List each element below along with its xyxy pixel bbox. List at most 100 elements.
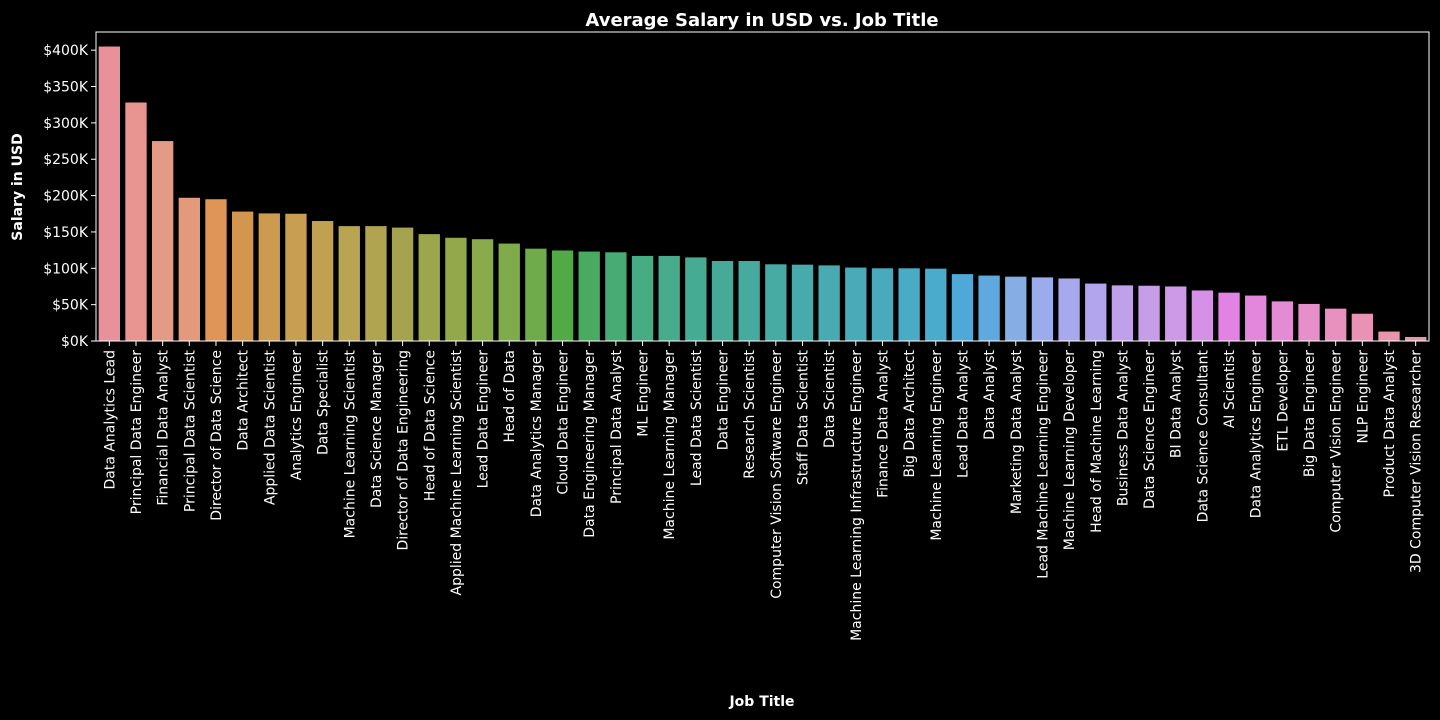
y-tick-label: $200K <box>43 189 89 205</box>
x-tick-label: ETL Developer <box>1275 350 1291 452</box>
x-tick-label: Analytics Engineer <box>289 350 305 481</box>
x-tick-label: Lead Data Analyst <box>955 349 971 477</box>
bar <box>791 264 814 341</box>
bar <box>1325 308 1347 341</box>
bar <box>1005 276 1027 341</box>
y-axis-ticks: $0K $50K $100K $150K $200K $250K $300K $350K $40… <box>43 43 96 350</box>
x-tick-label: Head of Data Science <box>422 350 438 501</box>
bar <box>951 274 974 341</box>
x-tick-label: Lead Data Engineer <box>476 350 492 489</box>
bar <box>1245 295 1267 341</box>
bar <box>311 221 334 341</box>
x-tick-label: Big Data Engineer <box>1302 350 1318 477</box>
x-tick-label: Financial Data Analyst <box>156 349 172 505</box>
x-tick-label: Director of Data Engineering <box>396 350 412 551</box>
bar <box>631 255 654 341</box>
bar <box>711 261 734 341</box>
y-tick-label: $100K <box>43 261 89 277</box>
x-tick-label: Data Specialist <box>316 349 332 455</box>
x-axis-ticks: Data Analytics Lead Principal Data Engine… <box>102 341 1425 641</box>
bar <box>391 227 414 341</box>
bar <box>365 226 387 341</box>
x-tick-label: Machine Learning Infrastructure Engineer <box>849 350 865 641</box>
bar <box>818 265 840 341</box>
x-tick-label: Finance Data Analyst <box>875 349 891 497</box>
x-tick-label: Data Analytics Lead <box>102 350 118 490</box>
bar <box>551 250 574 341</box>
bar <box>125 102 147 342</box>
x-tick-label: Data Science Consultant <box>1195 350 1211 523</box>
bar <box>1085 283 1107 341</box>
x-tick-label: Staff Data Scientist <box>795 350 811 486</box>
bar <box>1111 285 1134 341</box>
x-tick-label: Computer Vision Software Engineer <box>769 350 785 599</box>
bar <box>205 199 227 341</box>
bar <box>765 264 787 341</box>
x-tick-label: Research Scientist <box>742 349 758 478</box>
bar <box>98 46 120 341</box>
plot-frame <box>95 31 1430 342</box>
x-tick-label: Data Analytics Engineer <box>1249 350 1265 518</box>
bar <box>1031 277 1054 341</box>
x-tick-label: Product Data Analyst <box>1382 350 1398 498</box>
bar <box>738 261 760 341</box>
x-tick-label: Big Data Architect <box>902 349 918 477</box>
bar <box>925 268 947 341</box>
x-tick-label: Lead Machine Learning Engineer <box>1035 350 1051 579</box>
bar <box>871 268 894 341</box>
x-tick-label: Principal Data Scientist <box>182 349 198 512</box>
bar <box>1138 285 1160 341</box>
bar <box>178 197 200 341</box>
x-tick-label: Machine Learning Scientist <box>342 349 358 538</box>
bar <box>1351 313 1374 341</box>
chart-title: Average Salary in USD vs. Job Title <box>585 10 938 31</box>
x-tick-label: Business Data Analyst <box>1115 350 1131 507</box>
y-tick-label: $50K <box>52 298 89 314</box>
x-tick-label: Machine Learning Engineer <box>929 350 945 541</box>
x-tick-label: Data Science Manager <box>369 350 385 508</box>
bar <box>1298 303 1320 341</box>
bar <box>685 257 707 341</box>
bar <box>1191 290 1214 341</box>
x-tick-label: Applied Data Scientist <box>262 350 278 506</box>
bar <box>658 255 680 341</box>
bar <box>1378 331 1400 341</box>
x-tick-label: Director of Data Science <box>209 350 225 521</box>
bar <box>1405 337 1427 341</box>
x-tick-label: Marketing Data Analyst <box>1009 349 1025 514</box>
y-tick-label: $400K <box>43 43 89 59</box>
x-tick-label: 3D Computer Vision Researcher <box>1409 350 1425 573</box>
x-tick-label: Data Architect <box>236 349 252 450</box>
x-axis-title: Job Title <box>728 694 794 710</box>
x-tick-label: BI Data Analyst <box>1169 350 1185 459</box>
bar <box>471 239 494 341</box>
x-tick-label: Head of Data <box>502 350 518 442</box>
y-tick-label: $300K <box>43 116 89 132</box>
y-tick-label: $350K <box>43 80 89 96</box>
y-tick-label: $0K <box>61 334 89 350</box>
x-tick-label: Machine Learning Developer <box>1062 350 1078 551</box>
y-tick-label: $250K <box>43 152 89 168</box>
x-tick-label: Applied Machine Learning Scientist <box>449 350 465 596</box>
bar <box>1165 286 1187 341</box>
bar <box>498 243 520 341</box>
bar <box>978 275 1000 341</box>
x-tick-label: Data Scientist <box>822 349 838 448</box>
bar <box>525 248 547 341</box>
x-tick-label: AI Scientist <box>1222 349 1238 428</box>
x-tick-label: Cloud Data Engineer <box>556 350 572 495</box>
x-tick-label: Data Analytics Manager <box>529 350 545 518</box>
bar <box>1271 301 1294 341</box>
x-tick-label: Machine Learning Manager <box>662 350 678 540</box>
x-tick-label: NLP Engineer <box>1355 350 1371 444</box>
bar <box>231 211 254 341</box>
bar <box>258 213 280 341</box>
x-tick-label: Computer Vision Engineer <box>1329 350 1345 533</box>
bar <box>898 268 920 341</box>
x-tick-label: Data Engineering Manager <box>582 350 598 538</box>
bar <box>418 234 440 341</box>
bar <box>605 252 627 341</box>
